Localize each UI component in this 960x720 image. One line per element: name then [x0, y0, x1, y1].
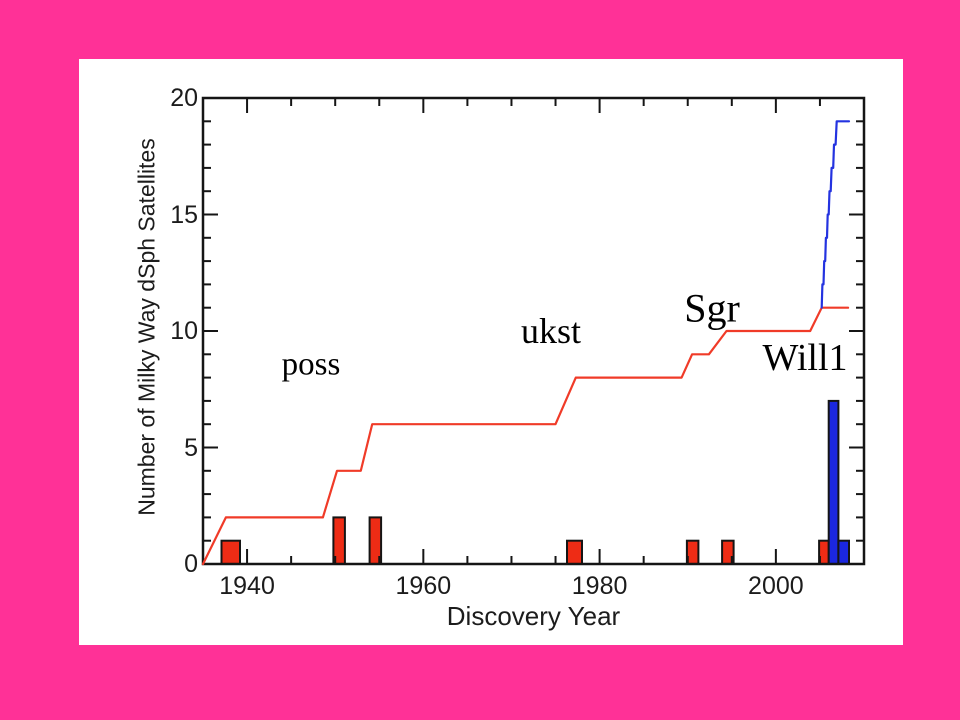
cumulative-dsph-photographic-red-line — [201, 306, 850, 566]
discovery-bar-blue-7 — [827, 399, 840, 565]
discovery-bar-red-0 — [220, 539, 241, 566]
discovery-bar-blue-8 — [837, 539, 851, 566]
cumulative-dsph-sdss-blue-line — [820, 120, 851, 309]
discovery-bar-red-3 — [566, 539, 583, 566]
slide-canvas — [79, 59, 903, 645]
